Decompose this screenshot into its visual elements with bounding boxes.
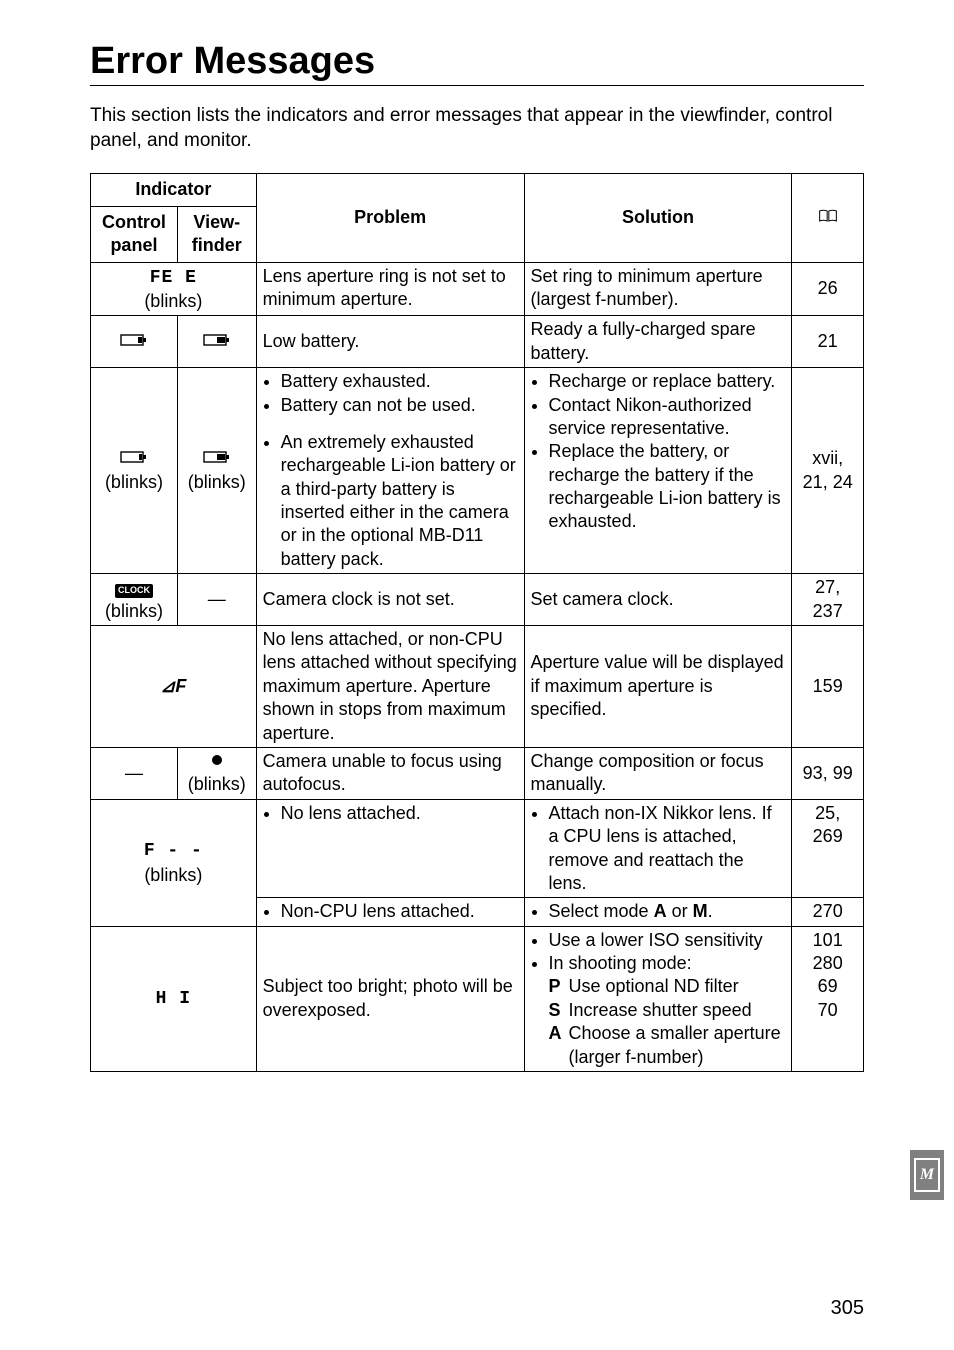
intro-text: This section lists the indicators and er…: [90, 104, 864, 153]
battery-empty-icon: [120, 448, 148, 468]
mode-line: AChoose a smaller aperture (larger f-num…: [549, 1022, 786, 1069]
page-cell: xvii, 21, 24: [792, 368, 864, 574]
indicator-text: —: [177, 574, 256, 626]
table-row: H I Subject too bright; photo will be ov…: [91, 926, 864, 1071]
mode-line: SIncrease shutter speed: [549, 999, 786, 1022]
list-item: Non-CPU lens attached.: [281, 900, 518, 923]
indicator-blinks: (blinks): [144, 291, 202, 311]
list-item: Contact Nikon-authorized service represe…: [549, 394, 786, 441]
solution-cell: Aperture value will be displayed if maxi…: [524, 626, 792, 748]
table-row: Low battery. Ready a fully-charged spare…: [91, 316, 864, 368]
problem-cell: Lens aperture ring is not set to minimum…: [256, 262, 524, 316]
page-title: Error Messages: [90, 40, 864, 86]
page-number: 305: [831, 1297, 864, 1320]
solution-cell: Select mode A or M.: [524, 898, 792, 926]
table-row: ⊿F No lens attached, or non-CPU lens att…: [91, 626, 864, 748]
table-row: FE E (blinks) Lens aperture ring is not …: [91, 262, 864, 316]
indicator-blinks: (blinks): [188, 472, 246, 492]
th-control-panel: Control panel: [91, 206, 178, 262]
page-cell: 159: [792, 626, 864, 748]
list-item: Replace the battery, or recharge the bat…: [549, 440, 786, 534]
indicator-text: F - -: [144, 841, 203, 861]
error-table: Indicator Problem Solution Control panel…: [90, 173, 864, 1072]
table-row: (blinks) (blinks) Battery exhausted. Bat…: [91, 368, 864, 574]
battery-empty-icon: [203, 448, 231, 468]
list-item: Recharge or replace battery.: [549, 370, 786, 393]
indicator-text: H I: [156, 989, 191, 1009]
solution-cell: Change composition or focus manually.: [524, 747, 792, 799]
problem-cell: Battery exhausted. Battery can not be us…: [256, 368, 524, 574]
problem-cell: No lens attached, or non-CPU lens attach…: [256, 626, 524, 748]
list-item: An extremely exhausted rechargeable Li-i…: [281, 431, 518, 571]
table-row: F - - (blinks) No lens attached. Attach …: [91, 799, 864, 898]
indicator-text: FE E: [150, 268, 197, 288]
indicator-text: ⊿F: [160, 676, 186, 696]
list-item: No lens attached.: [281, 802, 518, 825]
page-cell: 27, 237: [792, 574, 864, 626]
page-cell: 26: [792, 262, 864, 316]
section-tab-label: M: [914, 1158, 940, 1192]
page-cell: 21: [792, 316, 864, 368]
problem-cell: Non-CPU lens attached.: [256, 898, 524, 926]
problem-cell: Subject too bright; photo will be overex…: [256, 926, 524, 1071]
clock-icon: CLOCK: [115, 584, 153, 598]
indicator-text: —: [91, 747, 178, 799]
list-item: Battery can not be used.: [281, 394, 518, 417]
table-row: CLOCK (blinks) — Camera clock is not set…: [91, 574, 864, 626]
solution-cell: Use a lower ISO sensitivity In shooting …: [524, 926, 792, 1071]
list-item: In shooting mode:: [549, 952, 786, 975]
list-item: Attach non-IX Nikkor lens. If a CPU lens…: [549, 802, 786, 896]
list-item: Select mode A or M.: [549, 900, 786, 923]
th-viewfinder: View-finder: [177, 206, 256, 262]
battery-low-icon: [120, 331, 148, 351]
th-solution: Solution: [524, 174, 792, 262]
manual-page: Error Messages This section lists the in…: [0, 0, 954, 1350]
focus-dot-icon: [210, 751, 224, 771]
problem-cell: Camera clock is not set.: [256, 574, 524, 626]
solution-cell: Ready a fully-charged spare battery.: [524, 316, 792, 368]
section-tab: M: [910, 1150, 944, 1200]
solution-cell: Set ring to minimum aperture (largest f-…: [524, 262, 792, 316]
indicator-blinks: (blinks): [188, 774, 246, 794]
th-page-ref: [792, 174, 864, 262]
solution-cell: Attach non-IX Nikkor lens. If a CPU lens…: [524, 799, 792, 898]
book-icon: [818, 207, 838, 227]
indicator-blinks: (blinks): [105, 601, 163, 621]
page-cell: 25, 269: [792, 799, 864, 898]
table-row: — (blinks) Camera unable to focus using …: [91, 747, 864, 799]
indicator-blinks: (blinks): [105, 472, 163, 492]
indicator-blinks: (blinks): [144, 865, 202, 885]
page-cell: 101 280 69 70: [792, 926, 864, 1071]
page-cell: 93, 99: [792, 747, 864, 799]
th-indicator: Indicator: [91, 174, 257, 206]
solution-cell: Recharge or replace battery. Contact Nik…: [524, 368, 792, 574]
problem-cell: No lens attached.: [256, 799, 524, 898]
mode-line: PUse optional ND filter: [549, 975, 786, 998]
page-cell: 270: [792, 898, 864, 926]
th-problem: Problem: [256, 174, 524, 262]
solution-cell: Set camera clock.: [524, 574, 792, 626]
list-item: Battery exhausted.: [281, 370, 518, 393]
list-item: Use a lower ISO sensitivity: [549, 929, 786, 952]
problem-cell: Camera unable to focus using autofocus.: [256, 747, 524, 799]
battery-low-icon: [203, 331, 231, 351]
problem-cell: Low battery.: [256, 316, 524, 368]
